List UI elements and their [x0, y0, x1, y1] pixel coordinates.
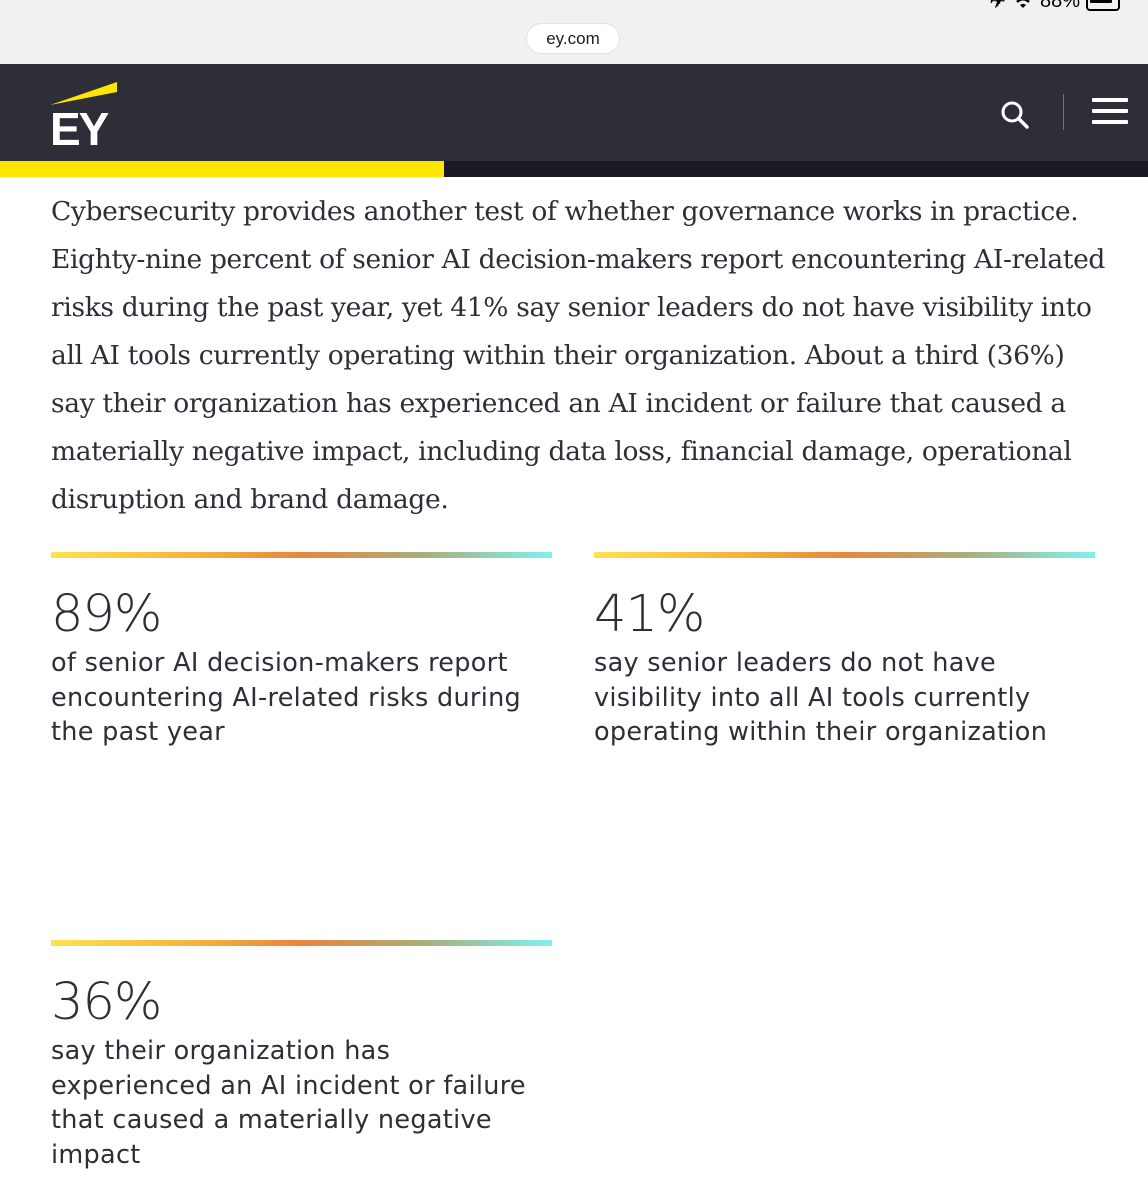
url-bar[interactable]: ey.com	[527, 24, 619, 53]
stat-gradient-bar	[594, 552, 1095, 558]
logo-text: EY	[50, 103, 109, 155]
stat-value: 36%	[51, 973, 162, 1032]
stat-card: 36% say their organization has experienc…	[51, 940, 552, 1172]
site-header: EY	[0, 64, 1148, 177]
airplane-icon: ✈	[989, 0, 1006, 13]
stat-gradient-bar	[51, 552, 552, 558]
reading-progress-bar	[0, 161, 1148, 177]
battery-percentage: 88%	[1039, 0, 1080, 12]
stat-card: 41% say senior leaders do not have visib…	[594, 552, 1095, 750]
stat-description: say their organization has experienced a…	[51, 1036, 526, 1170]
header-divider	[1063, 94, 1064, 130]
stat-description: say senior leaders do not have visibilit…	[594, 648, 1048, 747]
stat-value: 41%	[594, 585, 705, 644]
wifi-icon	[1016, 0, 1030, 8]
reading-progress-fill	[0, 161, 445, 177]
stat-card: 89% of senior AI decision-makers report …	[51, 552, 552, 750]
battery-icon	[1086, 0, 1120, 11]
article-paragraph: Cybersecurity provides another test of w…	[51, 196, 1106, 515]
hamburger-line-icon	[1092, 98, 1128, 102]
browser-toolbar: ✈ 88% ey.com	[0, 0, 1148, 64]
stat-gradient-bar	[51, 940, 552, 946]
search-icon	[1001, 101, 1029, 129]
ey-logo[interactable]: EY	[50, 82, 120, 152]
hamburger-line-icon	[1092, 109, 1128, 113]
stat-description: of senior AI decision-makers report enco…	[51, 648, 522, 747]
status-bar: ✈ 88%	[989, 0, 1120, 13]
url-text: ey.com	[546, 28, 600, 48]
hamburger-line-icon	[1092, 120, 1128, 124]
stat-value: 89%	[51, 585, 162, 644]
menu-button[interactable]	[1092, 98, 1134, 128]
logo-beam-icon	[50, 82, 117, 105]
search-button[interactable]	[996, 96, 1036, 136]
